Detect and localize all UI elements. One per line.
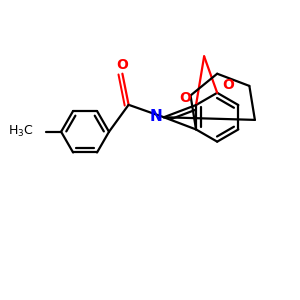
Text: H$_3$C: H$_3$C [8, 124, 34, 139]
Text: O: O [116, 58, 128, 72]
Text: O: O [222, 78, 234, 92]
Text: N: N [150, 109, 163, 124]
Text: O: O [179, 91, 191, 105]
